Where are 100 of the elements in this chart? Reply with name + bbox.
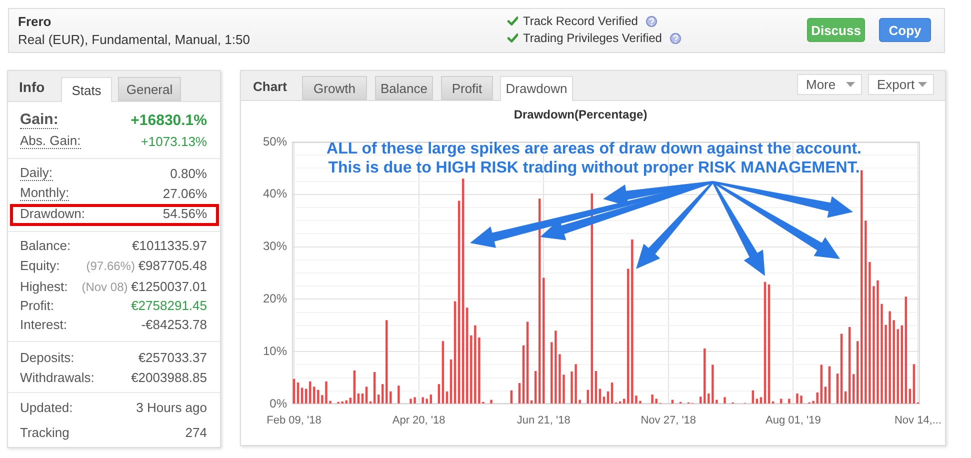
text: -€84253.78 [141,317,207,333]
text: Info [19,78,45,96]
text: Withdrawals: [20,370,94,386]
tab[interactable]: Stats [61,77,112,102]
bar [510,390,513,404]
text: €2758291.45 [131,298,207,314]
bar [828,366,831,404]
dropdown[interactable]: More [797,74,862,95]
button[interactable]: Copy [879,18,931,42]
bar [860,170,863,404]
bar [800,396,802,404]
bar [852,374,855,404]
text: Highest: [20,279,68,295]
bar [526,322,529,404]
y-tick-label: 40% [262,186,288,201]
bar [912,364,916,404]
bar [610,382,614,404]
bar [764,282,766,404]
bar [574,364,577,404]
bar [325,381,328,404]
bar [313,386,316,404]
dropdown[interactable]: Export [868,74,934,95]
bar [864,220,867,404]
bar [904,296,908,404]
bar [896,329,899,404]
bar [385,320,388,404]
bar [534,370,537,404]
text: Interest: [20,317,67,333]
bar [768,284,770,404]
bar [349,398,352,404]
text: 3 Hours ago [136,400,207,416]
x-tick-label: Jun 21, '18 [516,414,570,427]
x-tick-label: Feb 09, '18 [266,414,322,427]
bar [820,364,822,404]
bar [522,345,525,404]
bar [292,378,296,404]
y-tick-label: 30% [262,239,288,254]
bar [422,397,424,404]
text: Equity: [20,258,60,274]
bar [788,398,790,404]
bar [357,394,360,404]
x-tick-label: Nov 27, '18 [640,414,696,427]
tab[interactable]: General [118,77,181,101]
text: 274 [185,425,207,441]
bar [554,330,557,404]
tab[interactable]: Growth [302,76,367,100]
bar [414,397,416,404]
text: Chart [253,79,287,95]
chart-title: Drawdown(Percentage) [514,108,648,122]
bar [655,398,658,404]
bar [856,341,859,404]
bar [518,383,521,404]
x-tick-label: Aug 01, '19 [766,414,821,427]
bar [365,386,368,404]
bar [398,386,400,404]
bar [876,280,879,404]
text: €1250037.01 [131,279,207,294]
bar [361,394,364,404]
bar [606,391,610,404]
text: Abs. Gain: [20,133,81,149]
bar [840,334,843,404]
text: €1011335.97 [132,238,207,254]
bar [345,400,348,404]
bar [430,394,432,404]
text: Profit: [20,298,54,314]
annotation: ALL of these large spikes are areas of draw down against the account. [326,140,862,158]
bar [594,370,598,404]
tab[interactable]: Balance [375,76,433,100]
tab[interactable]: Drawdown [500,76,573,101]
bar [390,391,392,404]
bar [309,381,312,404]
text: 54.56% [162,206,207,222]
bar [631,239,634,404]
bar [446,391,448,404]
bar [373,372,376,404]
text: Deposits: [20,350,74,366]
text: €257033.37 [138,350,207,366]
text: Track Record Verified [523,14,638,28]
bar [651,394,654,404]
bar [699,396,702,404]
annotation: This is due to HIGH RISK trading without proper RISK MANAGEMENT. [328,159,860,176]
text: (Nov 08) [82,280,128,294]
y-tick-label: 50% [262,134,288,148]
bar [458,200,460,404]
bar [442,341,444,404]
bar [438,384,440,404]
y-tick-label: 20% [262,292,288,306]
text: Gain: [20,111,58,129]
bar [760,397,762,404]
text: +16830.1% [130,112,207,130]
text: (97.66%) [86,259,135,273]
bar [848,326,851,404]
text: Trading Privileges Verified [523,30,662,46]
tab[interactable]: Profit [441,76,493,100]
text: €987705.48 [138,258,207,273]
bar [353,370,356,404]
text: 0.80% [170,166,207,182]
bar [602,396,606,404]
bar [712,364,714,404]
bar [900,325,903,404]
